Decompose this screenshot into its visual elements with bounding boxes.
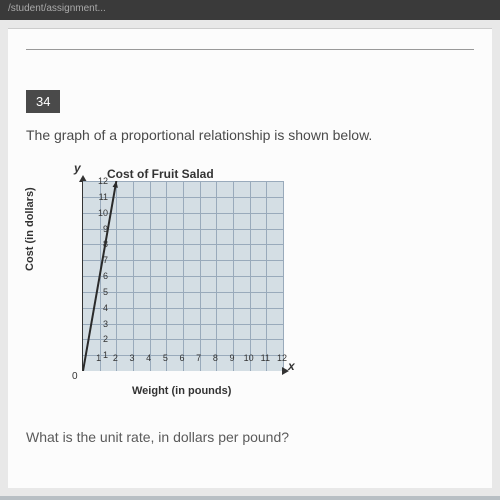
y-tick-label: 8 (92, 239, 108, 249)
x-axis-symbol: x (288, 359, 295, 373)
plot-area (82, 181, 282, 371)
x-tick-label: 11 (261, 353, 270, 363)
y-tick-label: 9 (92, 224, 108, 234)
y-tick-label: 12 (92, 176, 108, 186)
gridline-horizontal (83, 181, 283, 182)
divider (26, 49, 474, 50)
gridline-horizontal (83, 339, 283, 340)
x-axis-label: Weight (in pounds) (132, 385, 231, 397)
gridline-horizontal (83, 276, 283, 277)
x-tick-label: 7 (196, 353, 201, 363)
question-footer: What is the unit rate, in dollars per po… (26, 429, 474, 445)
x-tick-label: 12 (277, 353, 287, 363)
chart-container: y Cost of Fruit Salad Cost (in dollars) … (32, 161, 312, 411)
x-tick-label: 6 (179, 353, 184, 363)
gridline-horizontal (83, 197, 283, 198)
gridline-horizontal (83, 213, 283, 214)
y-axis-label: Cost (in dollars) (24, 187, 36, 271)
gridline-horizontal (83, 324, 283, 325)
question-page: 34 The graph of a proportional relations… (8, 28, 492, 488)
gridline-horizontal (83, 260, 283, 261)
y-tick-label: 7 (92, 255, 108, 265)
x-tick-label: 10 (244, 353, 254, 363)
question-number-badge: 34 (26, 90, 60, 113)
y-tick-label: 11 (92, 192, 108, 202)
y-tick-label: 2 (92, 334, 108, 344)
x-tick-label: 2 (113, 353, 118, 363)
y-tick-label: 10 (92, 208, 108, 218)
x-tick-label: 5 (163, 353, 168, 363)
y-tick-label: 6 (92, 271, 108, 281)
question-prompt: The graph of a proportional relationship… (26, 127, 474, 143)
y-tick-label: 5 (92, 287, 108, 297)
grid-background (83, 181, 283, 371)
x-tick-label: 3 (129, 353, 134, 363)
gridline-vertical (283, 181, 284, 371)
gridline-horizontal (83, 244, 283, 245)
content-area: 34 The graph of a proportional relations… (0, 20, 500, 496)
gridline-horizontal (83, 308, 283, 309)
y-tick-label: 1 (92, 350, 108, 360)
gridline-horizontal (83, 292, 283, 293)
gridline-horizontal (83, 229, 283, 230)
x-tick-label: 9 (229, 353, 234, 363)
y-axis-symbol: y (74, 161, 81, 175)
url-fragment: /student/assignment... (8, 3, 106, 14)
origin-label: 0 (72, 371, 78, 382)
chart-title: Cost of Fruit Salad (107, 167, 214, 181)
y-tick-label: 4 (92, 303, 108, 313)
y-tick-label: 3 (92, 319, 108, 329)
browser-url-bar: /student/assignment... (0, 0, 500, 20)
x-tick-label: 8 (213, 353, 218, 363)
x-tick-label: 4 (146, 353, 151, 363)
